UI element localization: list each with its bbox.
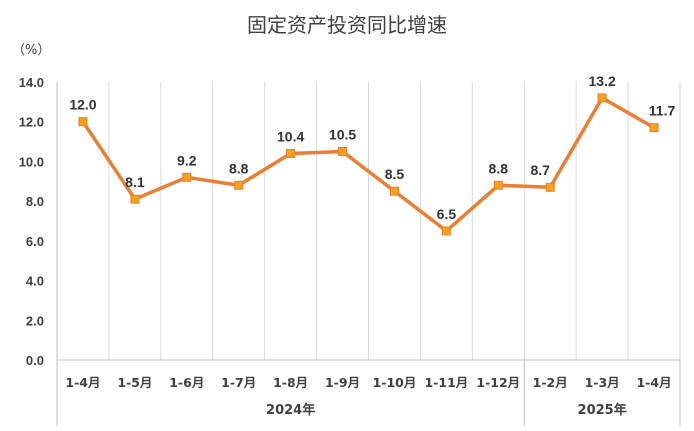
data-label: 8.5 bbox=[385, 166, 405, 182]
x-tick-label: 1-11月 bbox=[424, 375, 468, 390]
data-point-marker bbox=[545, 182, 555, 192]
data-label: 13.2 bbox=[589, 73, 616, 89]
chart-title: 固定资产投资同比增速 bbox=[247, 13, 447, 37]
x-tick-label: 1-7月 bbox=[221, 375, 256, 390]
data-point-marker bbox=[441, 226, 451, 236]
x-tick-label: 1-3月 bbox=[585, 375, 620, 390]
y-tick-label: 0.0 bbox=[26, 353, 44, 368]
series-line bbox=[81, 96, 655, 233]
data-point-marker bbox=[597, 93, 607, 103]
y-tick-label: 10.0 bbox=[19, 154, 44, 169]
x-axis-ticks: 1-4月 1-5月 1-6月 1-7月 1-8月 1-9月 1-10月 1-11月 1-12月 1… bbox=[65, 375, 671, 390]
x-group-label: 2025年 bbox=[578, 402, 627, 418]
x-tick-label: 1-4月 bbox=[65, 375, 100, 390]
data-point-marker bbox=[182, 172, 192, 182]
x-tick-label: 1-5月 bbox=[117, 375, 152, 390]
data-point-marker bbox=[234, 180, 244, 190]
data-labels: 12.0 8.1 9.2 8.8 10.4 10.5 8.5 6.5 8.8 8.7 13.2 11.… bbox=[69, 73, 675, 222]
grid-layer bbox=[56, 82, 681, 361]
data-label: 12.0 bbox=[69, 97, 96, 113]
x-tick-label: 1-8月 bbox=[273, 375, 308, 390]
x-tick-label: 1-10月 bbox=[373, 375, 417, 390]
y-tick-label: 6.0 bbox=[26, 234, 44, 249]
data-label: 9.2 bbox=[177, 152, 197, 168]
y-tick-label: 14.0 bbox=[19, 75, 44, 90]
y-tick-label: 8.0 bbox=[26, 194, 44, 209]
data-label: 11.7 bbox=[649, 103, 676, 119]
y-tick-label: 12.0 bbox=[19, 115, 44, 130]
y-tick-label: 2.0 bbox=[26, 313, 44, 328]
data-label: 8.8 bbox=[229, 160, 249, 176]
x-tick-label: 1-12月 bbox=[476, 375, 520, 390]
data-point-marker bbox=[130, 194, 140, 204]
data-point-marker bbox=[389, 186, 399, 196]
data-point-marker bbox=[493, 180, 503, 190]
x-tick-label: 1-2月 bbox=[533, 375, 568, 390]
data-point-marker bbox=[78, 117, 88, 127]
data-label: 10.5 bbox=[329, 127, 356, 143]
data-label: 10.4 bbox=[277, 128, 304, 144]
data-point-marker bbox=[649, 123, 659, 133]
y-tick-label: 4.0 bbox=[26, 274, 44, 289]
data-label: 6.5 bbox=[437, 206, 457, 222]
data-label: 8.7 bbox=[530, 162, 550, 178]
data-point-marker bbox=[338, 147, 348, 156]
series-layer bbox=[78, 93, 659, 236]
data-point-marker bbox=[286, 148, 296, 158]
x-tick-label: 1-6月 bbox=[169, 375, 204, 390]
data-label: 8.8 bbox=[489, 160, 509, 176]
x-tick-label: 1-9月 bbox=[325, 375, 360, 390]
data-label: 8.1 bbox=[125, 174, 145, 190]
x-axis-year-groups: 2024年 2025年 bbox=[56, 360, 681, 426]
y-axis-ticks: 0.0 2.0 4.0 6.0 8.0 10.0 12.0 14.0 bbox=[19, 75, 44, 368]
x-group-label: 2024年 bbox=[266, 402, 315, 418]
x-tick-label: 1-4月 bbox=[636, 375, 671, 390]
y-axis-unit-label: （%） bbox=[12, 43, 50, 58]
